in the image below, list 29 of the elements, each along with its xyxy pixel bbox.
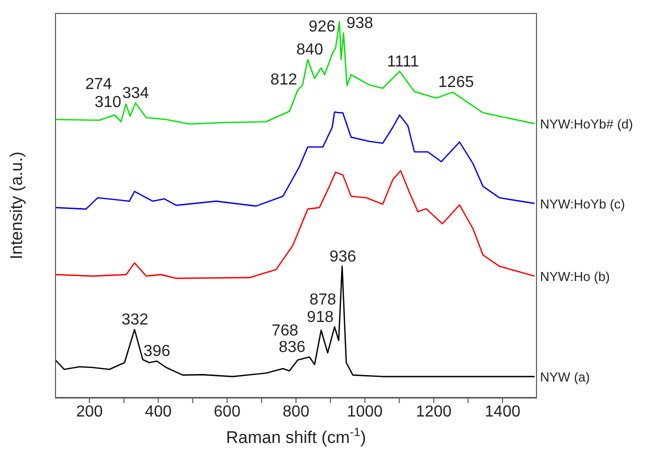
annotation: 836 [278, 338, 306, 356]
annotation: 396 [144, 343, 170, 360]
annotation: 926 [308, 18, 336, 36]
series-label: NYW:HoYb (c) [540, 196, 625, 212]
series-label: NYW (a) [540, 370, 590, 385]
x-tick-label: 800 [282, 403, 310, 420]
x-tick-label: 1400 [484, 403, 520, 420]
annotation: 334 [122, 84, 150, 102]
annotation: 310 [94, 94, 122, 112]
series-label: NYW:Ho (b) [540, 269, 610, 284]
annotation: 1111 [387, 53, 420, 70]
x-tick-label: 200 [76, 403, 103, 420]
y-axis-title: Intensity (a.u.) [7, 152, 26, 260]
annotation: 840 [296, 42, 324, 59]
x-axis-title: Raman shift (cm$^{-1}$) [226, 425, 366, 447]
annotation: 274 [85, 76, 112, 93]
series-label: NYW:HoYb# (d) [540, 116, 633, 132]
annotation: 878 [310, 291, 336, 308]
annotation: 918 [306, 308, 334, 326]
x-tick-label: 1200 [416, 403, 452, 420]
x-tick-label: 600 [214, 403, 241, 420]
annotation: 812 [270, 71, 298, 88]
x-tick-label: 1000 [347, 403, 383, 420]
annotation: 1265 [438, 74, 474, 92]
annotation: 938 [346, 14, 374, 32]
x-tick-label: 400 [144, 403, 172, 420]
annotation: 332 [122, 312, 148, 329]
annotation: 936 [329, 248, 356, 266]
annotation: 768 [272, 322, 298, 340]
